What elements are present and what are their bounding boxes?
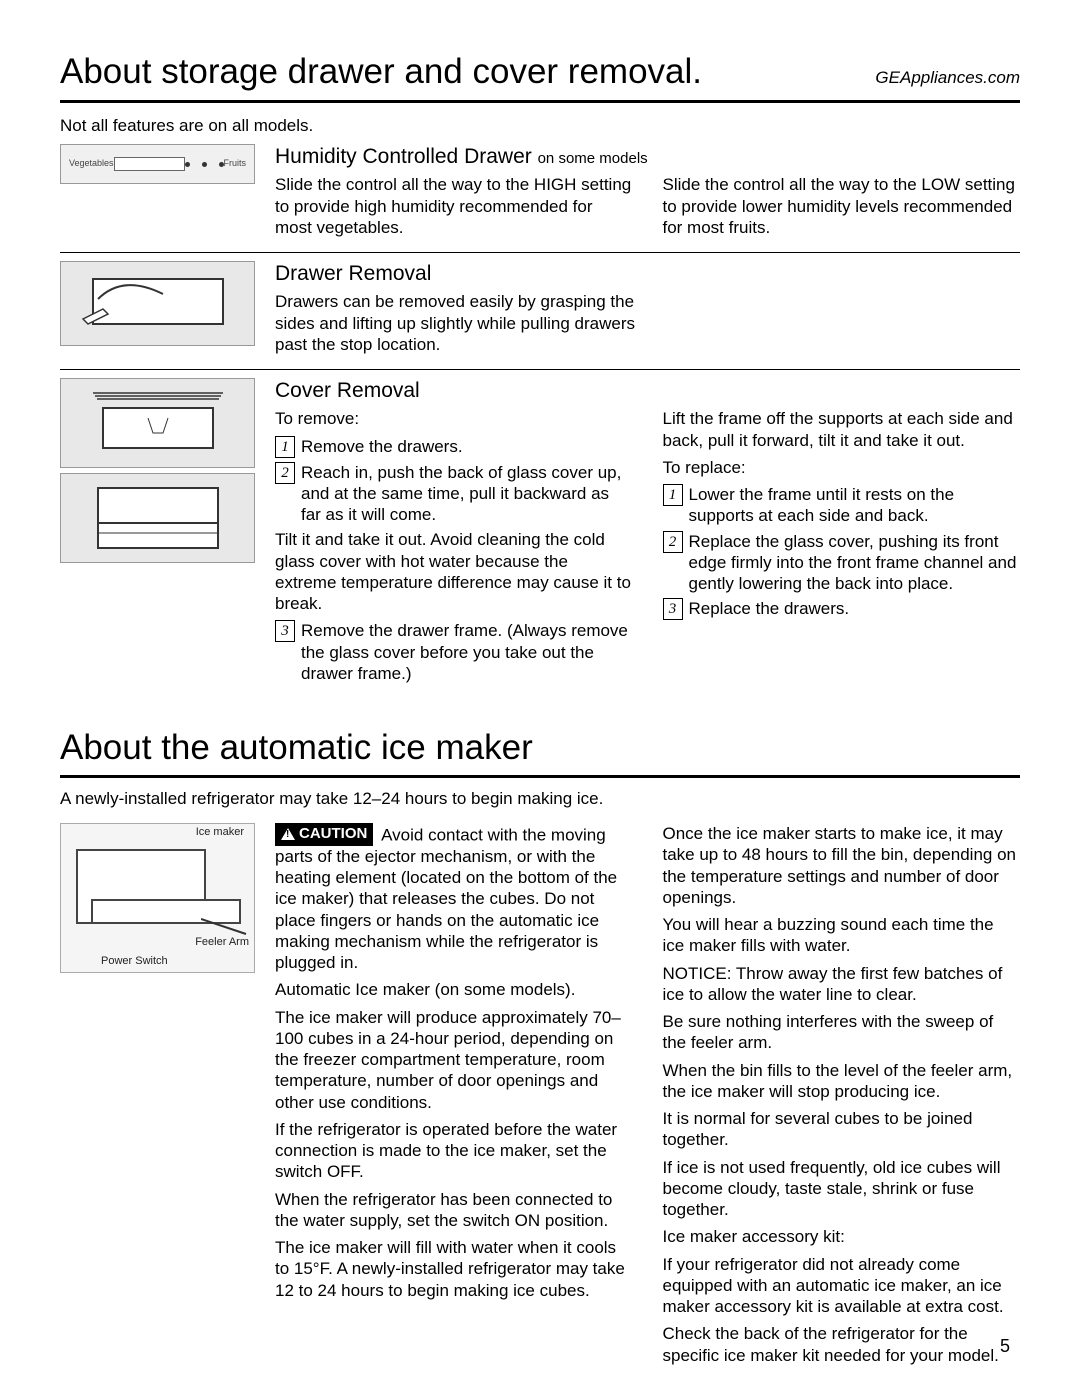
ice-note: A newly-installed refrigerator may take … [60,788,1020,809]
title-row: About storage drawer and cover removal. … [60,50,1020,103]
replace-step-1: 1 Lower the frame until it rests on the … [663,484,1021,527]
warning-triangle-icon [281,828,295,840]
page-title: About storage drawer and cover removal. [60,50,702,94]
ice-left-p2: Automatic Ice maker (on some models). [275,979,633,1000]
caution-badge: CAUTION [275,823,373,846]
step-num-icon: 3 [275,620,295,642]
slider-track [114,157,185,171]
remove-step-2-text: Reach in, push the back of glass cover u… [301,462,633,526]
slider-illustration: Vegetables Fruits [60,144,255,184]
ice-left-p6: The ice maker will fill with water when … [275,1237,633,1301]
cover-illustration-1 [60,378,255,468]
slider-label-left: Vegetables [69,158,114,169]
to-replace-label: To replace: [663,457,1021,478]
drawer-text: Drawers can be removed easily by graspin… [275,291,662,355]
step-num-icon: 1 [275,436,295,458]
ice-left-p5: When the refrigerator has been connected… [275,1189,633,1232]
caution-label: CAUTION [299,825,367,844]
humidity-subnote: on some models [538,150,648,167]
slider-dots [185,162,224,167]
feeler-arm-label: Feeler Arm [195,936,249,950]
drawer-heading: Drawer Removal [275,261,1020,287]
cover-section: Cover Removal To remove: 1 Remove the dr… [60,378,1020,696]
lift-text: Lift the frame off the supports at each … [663,408,1021,451]
ice-right-p5: When the bin fills to the level of the f… [663,1060,1021,1103]
ice-maker-label: Ice maker [196,826,244,840]
ice-left-p4: If the refrigerator is operated before t… [275,1119,633,1183]
humidity-left: Slide the control all the way to the HIG… [275,174,633,238]
tilt-text: Tilt it and take it out. Avoid cleaning … [275,529,633,614]
replace-step-1-text: Lower the frame until it rests on the su… [689,484,1021,527]
replace-step-2: 2 Replace the glass cover, pushing its f… [663,531,1021,595]
ice-right-p6: It is normal for several cubes to be joi… [663,1108,1021,1151]
ice-right-p7: If ice is not used frequently, old ice c… [663,1157,1021,1221]
remove-step-1: 1 Remove the drawers. [275,436,633,458]
humidity-right: Slide the control all the way to the LOW… [663,174,1021,238]
power-switch-label: Power Switch [101,955,168,969]
slider-label-right: Fruits [224,158,247,169]
drawer-section: Drawer Removal Drawers can be removed ea… [60,261,1020,370]
ice-left-p3: The ice maker will produce approximately… [275,1007,633,1113]
ice-right-p2: You will hear a buzzing sound each time … [663,914,1021,957]
cover-heading: Cover Removal [275,378,1020,404]
caution-text: Avoid contact with the moving parts of t… [275,825,617,972]
ice-maker-illustration: Ice maker Feeler Arm Power Switch [60,823,255,973]
humidity-section: Vegetables Fruits Humidity Controlled Dr… [60,144,1020,253]
replace-step-3: 3 Replace the drawers. [663,598,1021,620]
humidity-heading: Humidity Controlled Drawer on some model… [275,144,1020,170]
models-note: Not all features are on all models. [60,115,1020,136]
drawer-illustration [60,261,255,346]
step-num-icon: 2 [275,462,295,484]
cover-illustration-2 [60,473,255,563]
caution-paragraph: CAUTION Avoid contact with the moving pa… [275,823,633,973]
humidity-heading-text: Humidity Controlled Drawer [275,145,532,168]
replace-step-2-text: Replace the glass cover, pushing its fro… [689,531,1021,595]
site-link: GEAppliances.com [875,67,1020,88]
to-remove-label: To remove: [275,408,633,429]
remove-step-3: 3 Remove the drawer frame. (Always remov… [275,620,633,684]
step-num-icon: 2 [663,531,683,553]
ice-right-p8: Ice maker accessory kit: [663,1226,1021,1247]
remove-step-3-text: Remove the drawer frame. (Always remove … [301,620,633,684]
ice-right-p1: Once the ice maker starts to make ice, i… [663,823,1021,908]
ice-right-p3: NOTICE: Throw away the first few batches… [663,963,1021,1006]
ice-right-p4: Be sure nothing interferes with the swee… [663,1011,1021,1054]
remove-step-2: 2 Reach in, push the back of glass cover… [275,462,633,526]
ice-right-p10: Check the back of the refrigerator for t… [663,1323,1021,1366]
page-number: 5 [1000,1335,1010,1358]
remove-step-1-text: Remove the drawers. [301,436,633,457]
replace-step-3-text: Replace the drawers. [689,598,1021,619]
ice-right-p9: If your refrigerator did not already com… [663,1254,1021,1318]
step-num-icon: 1 [663,484,683,506]
step-num-icon: 3 [663,598,683,620]
ice-title: About the automatic ice maker [60,726,1020,778]
ice-section: Ice maker Feeler Arm Power Switch CAUTIO… [60,823,1020,1372]
